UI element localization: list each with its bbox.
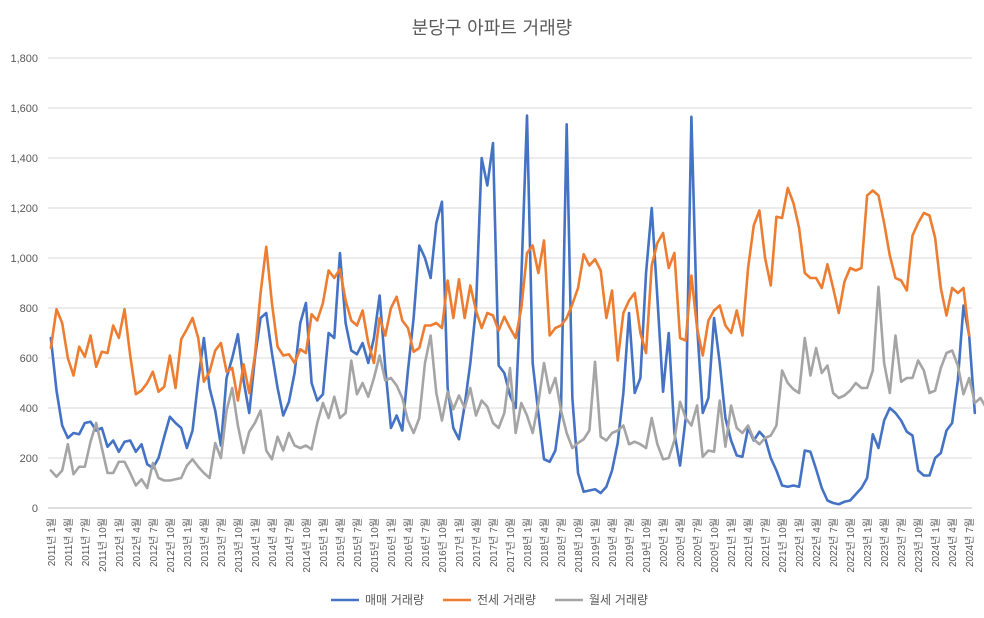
x-tick-label: 2019년 1월 xyxy=(590,518,602,567)
x-tick-label: 2016년 1월 xyxy=(386,518,398,567)
x-tick-label: 2016년 10월 xyxy=(437,518,449,573)
x-tick-label: 2018년 4월 xyxy=(539,518,551,567)
x-tick-label: 2015년 4월 xyxy=(335,518,347,567)
x-tick-label: 2011년 7월 xyxy=(80,518,92,566)
x-tick-label: 2013년 1월 xyxy=(182,518,194,567)
x-tick-label: 2018년 1월 xyxy=(522,518,534,567)
x-tick-label: 2016년 4월 xyxy=(403,518,415,567)
x-tick-label: 2021년 4월 xyxy=(743,518,755,567)
legend: 매매 거래량 전세 거래량 월세 거래량 xyxy=(331,593,648,607)
chart-title: 분당구 아파트 거래량 xyxy=(412,18,572,39)
x-tick-label: 2013년 4월 xyxy=(199,518,211,567)
x-tick-label: 2022년 10월 xyxy=(845,518,857,573)
y-tick-label: 400 xyxy=(20,403,38,415)
legend-label-1: 매매 거래량 xyxy=(365,593,424,607)
x-tick-label: 2017년 4월 xyxy=(471,518,483,567)
y-tick-label: 200 xyxy=(20,453,38,465)
x-tick-label: 2012년 7월 xyxy=(148,518,160,567)
x-tick-label: 2015년 10월 xyxy=(369,518,381,573)
y-tick-label: 1,000 xyxy=(10,253,38,265)
x-tick-label: 2022년 4월 xyxy=(811,518,823,567)
y-tick-label: 1,200 xyxy=(10,203,38,215)
legend-label-3: 월세 거래량 xyxy=(589,593,648,607)
x-tick-label: 2017년 10월 xyxy=(505,518,517,573)
x-tick-label: 2014년 1월 xyxy=(250,518,262,567)
x-tick-label: 2020년 4월 xyxy=(675,518,687,567)
x-tick-label: 2018년 10월 xyxy=(573,518,585,573)
x-tick-label: 2014년 10월 xyxy=(301,518,313,573)
y-tick-label: 600 xyxy=(20,353,38,365)
x-tick-label: 2023년 10월 xyxy=(913,518,925,573)
x-tick-label: 2019년 7월 xyxy=(624,518,636,567)
x-tick-label: 2024년 7월 xyxy=(964,518,976,567)
x-tick-label: 2011년 4월 xyxy=(63,518,75,566)
x-tick-label: 2013년 7월 xyxy=(216,518,228,567)
y-axis-ticks: 0 200 400 600 800 1,000 1,200 1,400 1,600 1,800 xyxy=(10,53,38,515)
x-tick-label: 2023년 1월 xyxy=(862,518,874,567)
x-tick-label: 2017년 7월 xyxy=(488,518,500,567)
y-tick-label: 1,600 xyxy=(10,103,38,115)
x-axis-ticks: 2011년 1월 2011년 4월 2011년 7월 2011년 10월 2012년 1… xyxy=(46,518,976,573)
x-tick-label: 2015년 7월 xyxy=(352,518,364,567)
x-tick-label: 2011년 1월 xyxy=(46,518,58,566)
x-tick-label: 2020년 10월 xyxy=(709,518,721,573)
x-tick-label: 2012년 10월 xyxy=(165,518,177,573)
x-tick-label: 2019년 4월 xyxy=(607,518,619,567)
series-line-2 xyxy=(49,186,971,402)
x-tick-label: 2024년 1월 xyxy=(930,518,942,567)
gridlines xyxy=(48,57,972,509)
legend-label-2: 전세 거래량 xyxy=(477,593,536,607)
x-tick-label: 2020년 1월 xyxy=(658,518,670,567)
x-tick-label: 2022년 1월 xyxy=(794,518,806,567)
x-tick-label: 2011년 10월 xyxy=(97,518,109,572)
x-tick-label: 2017년 1월 xyxy=(454,518,466,567)
x-tick-label: 2016년 7월 xyxy=(420,518,432,567)
x-tick-label: 2023년 4월 xyxy=(879,518,891,567)
x-tick-label: 2012년 1월 xyxy=(114,518,126,567)
x-tick-label: 2021년 10월 xyxy=(777,518,789,573)
series-lines xyxy=(49,114,984,506)
x-tick-label: 2024년 4월 xyxy=(947,518,959,567)
x-tick-label: 2014년 7월 xyxy=(284,518,296,567)
x-tick-label: 2019년 10월 xyxy=(641,518,653,573)
y-tick-label: 1,800 xyxy=(10,53,38,65)
x-tick-label: 2018년 7월 xyxy=(556,518,568,567)
y-tick-label: 800 xyxy=(20,303,38,315)
x-tick-label: 2023년 7월 xyxy=(896,518,908,567)
series-line-3 xyxy=(49,285,984,490)
x-tick-label: 2022년 7월 xyxy=(828,518,840,567)
x-tick-label: 2015년 1월 xyxy=(318,518,330,567)
x-tick-label: 2021년 1월 xyxy=(726,518,738,567)
x-tick-label: 2014년 4월 xyxy=(267,518,279,567)
y-tick-label: 1,400 xyxy=(10,153,38,165)
x-tick-label: 2021년 7월 xyxy=(760,518,772,567)
x-tick-label: 2020년 7월 xyxy=(692,518,704,567)
y-tick-label: 0 xyxy=(32,503,38,515)
x-tick-label: 2013년 10월 xyxy=(233,518,245,573)
x-tick-label: 2012년 4월 xyxy=(131,518,143,567)
